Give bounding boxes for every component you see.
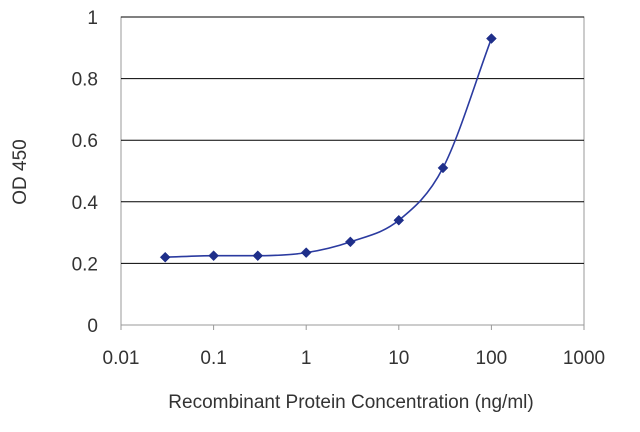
x-tick-label-1: 0.1 [200,348,226,369]
x-tick-label-5: 1000 [563,348,605,369]
y-tick-label-4: 0.8 [72,70,98,91]
data-point-1 [208,250,219,262]
y-tick-label-1: 0.2 [72,254,98,275]
x-axis-ticks: 0.01 0.1 1 10 100 1000 [103,325,605,369]
y-tick-label-2: 0.4 [72,193,99,214]
y-axis-ticks: 0 0.2 0.4 0.6 0.8 1 [72,8,99,337]
x-tick-label-4: 100 [476,348,508,369]
x-tick-label-0: 0.01 [103,348,140,369]
y-tick-label-3: 0.6 [72,131,98,152]
fitted-curve-layer [165,38,493,259]
x-tick-label-2: 1 [301,348,312,369]
y-tick-label-0: 0 [87,316,98,337]
plot-area [120,16,585,326]
data-points [159,33,497,263]
data-point-4 [345,236,356,248]
x-tick-label-3: 10 [388,348,409,369]
data-point-0 [159,251,171,263]
data-point-6 [437,162,449,174]
y-axis-label: OD 450 [10,139,31,204]
data-point-7 [486,33,497,44]
data-point-3 [300,247,312,258]
plot-border [120,16,585,326]
x-axis-label: Recombinant Protein Concentration (ng/ml… [168,392,533,413]
y-tick-label-5: 1 [87,8,98,29]
data-point-2 [252,250,264,262]
gridlines [121,16,584,264]
fitted-curve [165,38,493,259]
data-point-5 [393,214,405,226]
